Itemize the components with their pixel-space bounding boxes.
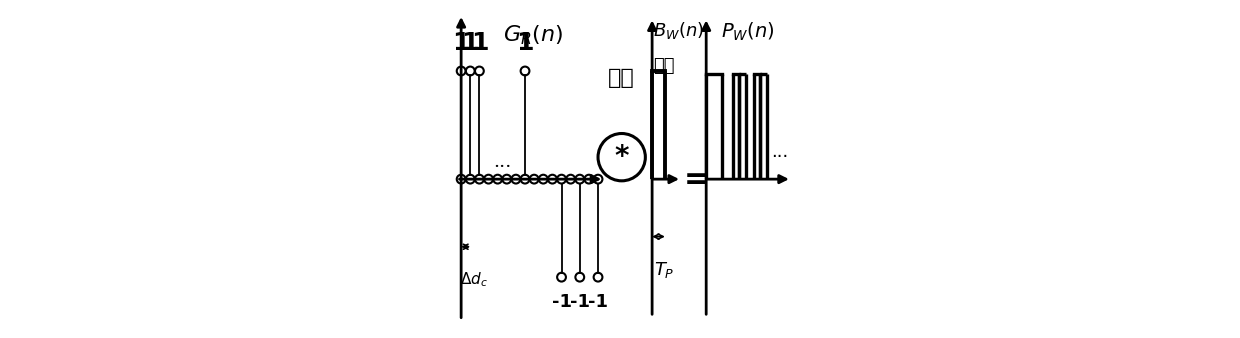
Text: 1: 1 xyxy=(516,31,533,55)
Text: ···: ··· xyxy=(494,158,511,176)
Text: 1: 1 xyxy=(461,31,479,55)
Text: 卷积: 卷积 xyxy=(609,68,635,88)
Text: -1: -1 xyxy=(569,293,590,311)
Text: $T_P$: $T_P$ xyxy=(653,260,675,280)
Text: ···: ··· xyxy=(771,148,789,166)
Text: $P_W(n)$: $P_W(n)$ xyxy=(720,20,775,43)
Text: 基波: 基波 xyxy=(653,57,675,75)
Text: -1: -1 xyxy=(552,293,572,311)
Text: $B_W(n)$: $B_W(n)$ xyxy=(653,20,704,41)
Text: 1: 1 xyxy=(453,31,470,55)
Text: *: * xyxy=(615,143,629,171)
Text: =: = xyxy=(684,165,709,194)
Text: $\Delta d_c$: $\Delta d_c$ xyxy=(460,270,489,289)
Text: -1: -1 xyxy=(588,293,608,311)
Text: 1: 1 xyxy=(471,31,489,55)
Text: $G_R(n)$: $G_R(n)$ xyxy=(503,24,563,47)
